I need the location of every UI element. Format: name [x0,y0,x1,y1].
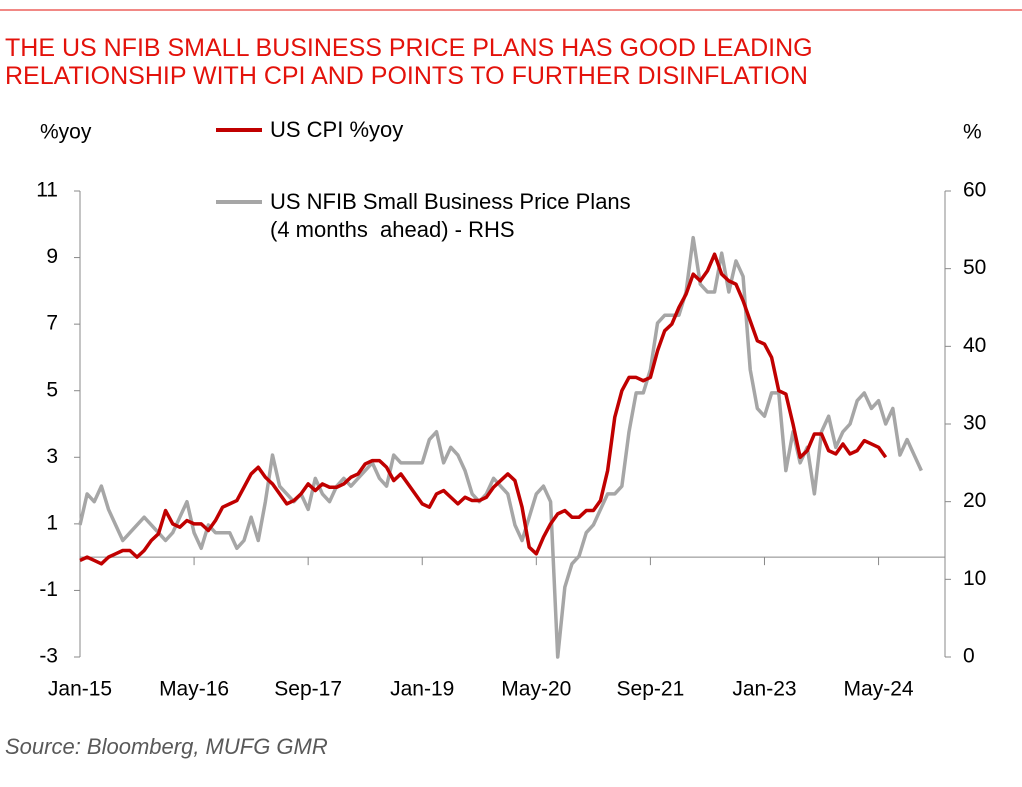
series-line [79,252,888,566]
legend-label: US NFIB Small Business Price Plans (4 mo… [270,189,637,242]
y2-tick-label: 30 [963,412,986,435]
legend-label: US CPI %yoy [270,117,404,142]
title-line: THE US NFIB SMALL BUSINESS PRICE PLANS H… [5,34,813,62]
x-tick-label: Jan-23 [732,678,796,701]
y2-axis-label: % [963,121,982,144]
title-line: RELATIONSHIP WITH CPI AND POINTS TO FURT… [5,62,808,90]
y-axis-label: %yoy [40,121,92,144]
x-tick-label: Sep-21 [617,678,685,701]
y-tick-label: -1 [39,578,58,601]
y2-tick-label: 20 [963,489,986,512]
y-tick-label: 5 [46,378,58,401]
y2-tick-label: 10 [963,567,986,590]
y-tick-label: 9 [46,245,58,268]
x-tick-label: Sep-17 [274,678,342,701]
series-line [78,235,923,659]
x-tick-label: Jan-19 [390,678,454,701]
source-note: Source: Bloomberg, MUFG GMR [5,734,328,759]
x-tick-label: Jan-15 [48,678,112,701]
y-tick-label: 11 [36,179,58,202]
y2-tick-label: 50 [963,256,986,279]
x-tick-label: May-16 [159,678,229,701]
y-tick-label: -3 [39,645,58,668]
y2-tick-label: 40 [963,334,986,357]
y2-tick-label: 0 [963,645,975,668]
chart-title: THE US NFIB SMALL BUSINESS PRICE PLANS H… [5,34,813,90]
y-tick-label: 1 [46,511,58,534]
y-tick-label: 3 [46,445,58,468]
x-tick-label: May-20 [501,678,571,701]
y-tick-label: 7 [46,312,58,335]
x-tick-label: May-24 [844,678,914,701]
y2-tick-label: 60 [963,179,986,202]
